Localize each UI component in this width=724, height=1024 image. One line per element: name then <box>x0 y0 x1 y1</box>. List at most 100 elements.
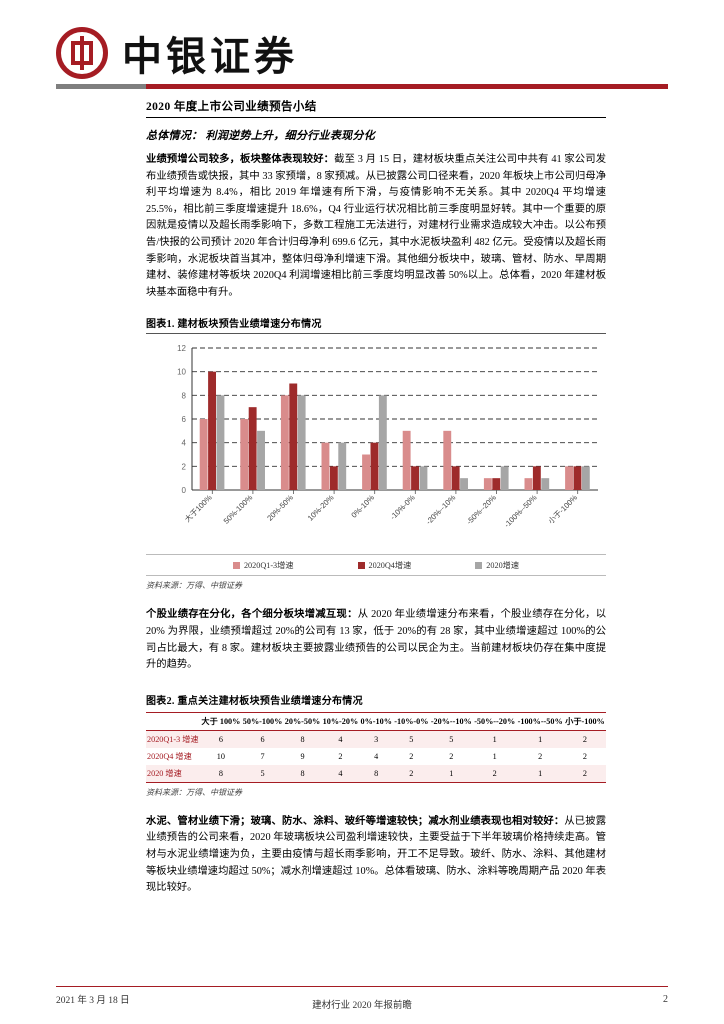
exhibit-2-source: 资料来源：万得、中银证券 <box>146 787 242 797</box>
exhibit-2: 图表2. 重点关注建材板块预告业绩增速分布情况 大于 100% 50%-100% 2… <box>146 692 606 798</box>
table-cell: 5 <box>409 734 414 744</box>
paragraph-2-text: 从 2020 年业绩增速分布来看，个股业绩存在分化，以 20% 为界限，业绩预增… <box>146 609 607 671</box>
table-col-header: -20%--10% <box>430 716 472 726</box>
table-cell: 1 <box>538 768 543 778</box>
footer-rule <box>56 986 668 987</box>
document-content: 2020 年度上市公司业绩预告小结 总体情况： 利润逆势上升，细分行业表现分化 … <box>146 98 606 907</box>
table-cell: 1 <box>492 734 497 744</box>
legend-swatch-1 <box>357 561 365 569</box>
table-cell: 8 <box>300 734 305 744</box>
title-divider <box>146 117 606 118</box>
table-cell: 1 <box>538 734 543 744</box>
legend-swatch-0 <box>232 561 240 569</box>
legend-label-2: 2020增速 <box>486 561 520 571</box>
table-col-header: 大于 100% <box>201 717 241 727</box>
table-cell: 4 <box>374 751 379 761</box>
table-header-row: 大于 100% 50%-100% 20%-50% 10%-20% 0%-10% -10%-… <box>146 712 606 731</box>
table-cell: 6 <box>260 734 265 744</box>
exhibit-1: 图表1. 建材板块预告业绩增速分布情况 0 2 4 6 8 10 12 大于100% 50%-1… <box>146 315 606 591</box>
table-row: 2020Q1-3 增速 6 6 8 4 3 5 5 1 1 2 <box>146 730 606 748</box>
table-cell: 3 <box>374 734 379 744</box>
paragraph-2: 个股业绩存在分化，各个细分板块增减互现：从 2020 年业绩增速分布来看，个股业… <box>146 607 606 673</box>
table-col-header: 10%-20% <box>322 716 359 726</box>
table-cell: 8 <box>300 768 305 778</box>
table-cell: 2 <box>582 734 587 744</box>
paragraph-1-lead: 业绩预增公司较多，板块整体表现较好： <box>146 154 335 165</box>
legend-swatch-2 <box>475 561 483 569</box>
table-cell: 2 <box>492 768 497 778</box>
svg-text:-10%-0%: -10%-0% <box>388 493 417 522</box>
section-subtitle: 总体情况： 利润逆势上升，细分行业表现分化 <box>146 130 376 142</box>
header-rule <box>56 84 668 89</box>
table-col-header: 20%-50% <box>284 716 321 726</box>
table-cell: 10 <box>216 751 225 761</box>
table-cell: 2 <box>538 751 543 761</box>
table-cell: 1 <box>449 768 454 778</box>
legend-item-0: 2020Q1-3增速 <box>232 559 294 571</box>
table-cell: 2 <box>449 751 454 761</box>
legend-label-1: 2020Q4增速 <box>368 561 412 571</box>
bank-of-china-logo-icon <box>56 27 108 79</box>
paragraph-3-lead: 水泥、管材业绩下滑；玻璃、防水、涂料、玻纤等增速较快；减水剂业绩表现也相对较好： <box>146 815 565 827</box>
table-col-header <box>146 712 200 730</box>
table-col-header: -100%--50% <box>517 716 563 726</box>
legend-item-1: 2020Q4增速 <box>357 559 412 571</box>
page-number: 2 <box>663 993 668 1005</box>
paragraph-1: 业绩预增公司较多，板块整体表现较好：截至 3 月 15 日，建材板块重点关注公司… <box>146 152 606 301</box>
brand-logo: 中银证券 <box>56 24 298 82</box>
paragraph-3: 水泥、管材业绩下滑；玻璃、防水、涂料、玻纤等增速较快；减水剂业绩表现也相对较好：… <box>146 814 606 897</box>
table-cell: 7 <box>260 751 265 761</box>
page-footer: 2021 年 3 月 18 日 2 建材行业 2020 年报前瞻 <box>56 986 668 1011</box>
table-cell: 1 <box>492 751 497 761</box>
table-cell: 2 <box>582 768 587 778</box>
exhibit-2-title: 图表2. 重点关注建材板块预告业绩增速分布情况 <box>146 695 363 707</box>
table-cell: 2 <box>409 751 414 761</box>
table-row-label: 2020Q1-3 增速 <box>147 735 199 745</box>
table-cell: 5 <box>449 734 454 744</box>
table-cell: 4 <box>338 768 343 778</box>
data-table: 大于 100% 50%-100% 20%-50% 10%-20% 0%-10% -10%-… <box>146 711 606 783</box>
table-cell: 4 <box>338 734 343 744</box>
paragraph-2-lead: 个股业绩存在分化，各个细分板块增减互现： <box>146 609 358 621</box>
page-title: 2020 年度上市公司业绩预告小结 <box>146 101 317 113</box>
chart-legend: 2020Q1-3增速 2020Q4增速 2020增速 <box>146 554 606 577</box>
exhibit-1-title: 图表1. 建材板块预告业绩增速分布情况 <box>146 319 322 331</box>
table-row-label: 2020 增速 <box>147 769 182 779</box>
svg-text:4: 4 <box>182 439 187 448</box>
table-cell: 2 <box>582 751 587 761</box>
page-header: 中银证券 <box>0 0 724 92</box>
table-col-header: 0%-10% <box>360 716 392 726</box>
svg-text:0%-10%: 0%-10% <box>349 493 376 520</box>
table-cell: 8 <box>374 768 379 778</box>
legend-item-2: 2020增速 <box>475 559 519 571</box>
svg-text:8: 8 <box>182 392 187 401</box>
svg-text:2: 2 <box>182 463 187 472</box>
svg-text:-100%--50%: -100%--50% <box>502 493 538 529</box>
bar-chart-svg: 0 2 4 6 8 10 12 大于100% 50%-100% 20%-50% 10%-20% 0%-… <box>177 344 598 530</box>
exhibit-1-rule <box>146 333 606 335</box>
table-cell: 6 <box>218 734 223 744</box>
bar-chart: 0 2 4 6 8 10 12 大于100% 50%-100% 20%-50% 10%-20% 0%-… <box>146 340 606 552</box>
table-row-label: 2020Q4 增速 <box>147 752 192 762</box>
exhibit-1-source: 资料来源：万得、中银证券 <box>146 581 242 591</box>
svg-text:6: 6 <box>182 415 187 424</box>
table-col-header: 小于-100% <box>565 717 605 727</box>
paragraph-1-text: 截至 3 月 15 日，建材板块重点关注公司中共有 41 家公司发布业绩预告或快… <box>146 154 607 298</box>
svg-text:-50%--20%: -50%--20% <box>465 493 498 526</box>
table-cell: 2 <box>409 768 414 778</box>
table-cell: 5 <box>260 768 265 778</box>
svg-text:0: 0 <box>182 486 187 495</box>
legend-label-0: 2020Q1-3增速 <box>243 561 294 571</box>
table-col-header: -50%--20% <box>474 716 516 726</box>
svg-text:20%-50%: 20%-50% <box>265 493 295 523</box>
table-row: 2020 增速 8 5 8 4 8 2 1 2 1 2 <box>146 764 606 783</box>
svg-text:-20%--10%: -20%--10% <box>424 493 457 526</box>
table-col-header: -10%-0% <box>394 716 429 726</box>
table-row: 2020Q4 增速 10 7 9 2 4 2 2 1 2 2 <box>146 748 606 765</box>
svg-text:10: 10 <box>177 368 186 377</box>
svg-text:10%-20%: 10%-20% <box>306 493 336 523</box>
brand-name: 中银证券 <box>122 34 298 79</box>
table-col-header: 50%-100% <box>242 716 283 726</box>
table-cell: 9 <box>300 751 305 761</box>
